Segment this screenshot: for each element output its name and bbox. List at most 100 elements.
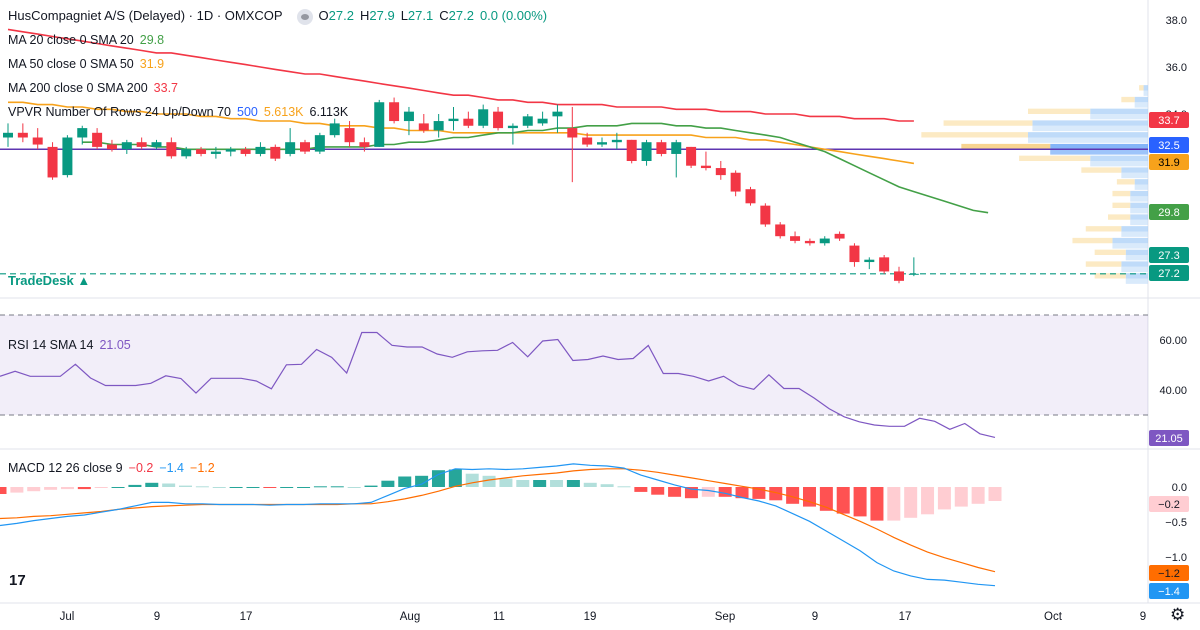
price-tick-label: 36.0 [1166, 62, 1187, 74]
macd-histogram-bar [246, 487, 260, 488]
candle-body [552, 111, 563, 117]
macd-histogram-bar [482, 475, 496, 487]
macd-histogram-bar [701, 487, 715, 497]
candle-body [775, 224, 786, 237]
candle-body [106, 144, 117, 150]
macd-line [0, 463, 996, 587]
vpvr-up-bar [1125, 273, 1148, 279]
macd-histogram-bar [819, 487, 833, 511]
ma20-value: 29.8 [139, 33, 165, 47]
macd-histogram-bar [195, 486, 209, 488]
rsi-badge: 21.05 [1155, 433, 1183, 445]
macd-pane [0, 463, 1002, 587]
macd-hist-badge: −0.2 [1158, 499, 1180, 511]
vpvr-v2: 5.613K [263, 105, 304, 119]
macd-histogram-bar [111, 487, 125, 488]
candle-body [62, 137, 73, 176]
vpvr-down-bar [1108, 214, 1131, 220]
rsi-label: RSI 14 SMA 14 [8, 338, 94, 352]
candle-body [314, 135, 325, 152]
vpvr-down-bar [1094, 249, 1126, 255]
candle-body [389, 102, 400, 122]
vpvr-up-bar [1121, 226, 1148, 232]
candle-body [656, 142, 667, 154]
macd-histogram-bar [10, 487, 24, 493]
ma20-label: MA 20 close 0 SMA 20 [8, 33, 134, 47]
price-badge-bg [1149, 204, 1189, 220]
macd-histogram-bar [718, 487, 732, 497]
candle-body [418, 123, 429, 131]
ma50-legend[interactable]: MA 50 close 0 SMA 50 31.9 [8, 57, 170, 71]
ohlc-close: 27.2 [448, 8, 474, 23]
vpvr-down-bar [1116, 179, 1135, 185]
macd-histogram-bar [870, 487, 884, 521]
vpvr-up-bar [1028, 137, 1148, 143]
ohlc-open: 27.2 [328, 8, 354, 23]
time-tick-label: 17 [240, 611, 253, 623]
macd-histogram-bar [735, 487, 749, 499]
vpvr-legend[interactable]: VPVR Number Of Rows 24 Up/Down 70 500 5.61… [8, 105, 354, 119]
candle-body [463, 118, 474, 126]
macd-histogram-bar [887, 487, 901, 521]
macd-label: MACD 12 26 close 9 [8, 461, 123, 475]
eye-icon[interactable] [296, 8, 313, 25]
candle-body [47, 146, 58, 178]
candle-body [790, 236, 801, 241]
macd-hist-badge-bg [1149, 496, 1189, 512]
macd-histogram-bar [583, 482, 597, 487]
ma200-value: 33.7 [153, 81, 179, 95]
vpvr-down-bar [1081, 167, 1122, 173]
vpvr-up-bar [1090, 114, 1148, 120]
candle-body [641, 142, 652, 161]
rsi-pane [0, 314, 1148, 438]
rsi-badge-bg [1149, 430, 1189, 446]
rsi-tick-label: 40.00 [1159, 385, 1187, 397]
macd-line-badge-bg [1149, 583, 1189, 599]
candle-body [448, 118, 459, 122]
vpvr-up-bar [1134, 102, 1148, 108]
symbol-legend: HusCompagniet A/S (Delayed) · 1D · OMXCO… [8, 8, 553, 25]
macd-histogram-bar [516, 480, 530, 487]
macd-histogram-bar [313, 486, 327, 488]
time-tick-label: 11 [493, 611, 505, 623]
tradingview-logo[interactable]: 17 [9, 572, 26, 589]
candle-body [166, 142, 177, 157]
vpvr-label: VPVR Number Of Rows 24 Up/Down 70 [8, 105, 232, 119]
candle-body [537, 118, 548, 124]
candle-body [715, 168, 726, 176]
price-badge: 33.7 [1158, 115, 1179, 127]
time-tick-label: Aug [400, 611, 420, 623]
vpvr-up-bar [1130, 196, 1148, 202]
vpvr-up-bar [1143, 90, 1148, 96]
candle-body [626, 139, 637, 161]
macd-histogram-bar [684, 487, 698, 499]
macd-histogram-bar [364, 485, 378, 487]
ma200-legend[interactable]: MA 200 close 0 SMA 200 33.7 [8, 81, 184, 95]
gear-icon[interactable]: ⚙ [1170, 605, 1186, 624]
ma20-legend[interactable]: MA 20 close 0 SMA 20 29.8 [8, 33, 170, 47]
vpvr-up-bar [1125, 278, 1148, 284]
time-tick-label: 17 [899, 611, 912, 623]
macd-histogram-bar [651, 487, 665, 495]
brand-label[interactable]: TradeDesk ▲ [8, 273, 91, 288]
candle-body [359, 142, 370, 147]
vpvr-down-bar [1094, 273, 1126, 279]
vpvr-down-bar [921, 132, 1028, 138]
candle-body [181, 149, 192, 157]
macd-histogram-bar [330, 486, 344, 488]
candle-body [730, 172, 741, 192]
macd-histogram-bar [229, 487, 243, 488]
vpvr-up-bar [1130, 208, 1148, 214]
vpvr-down-bar [1072, 237, 1113, 244]
macd-histogram-bar [448, 469, 462, 487]
vpvr-up-bar [1121, 231, 1148, 237]
macd-legend[interactable]: MACD 12 26 close 9 −0.2 −1.4 −1.2 [8, 461, 221, 475]
macd-histogram-bar [60, 487, 74, 490]
vpvr-down-bar [1112, 202, 1131, 208]
symbol-title[interactable]: HusCompagniet A/S (Delayed) · 1D · OMXCO… [8, 8, 283, 23]
rsi-legend[interactable]: RSI 14 SMA 14 21.05 [8, 338, 137, 352]
macd-histogram-bar [786, 487, 800, 504]
vpvr-up-bar [1130, 190, 1148, 197]
